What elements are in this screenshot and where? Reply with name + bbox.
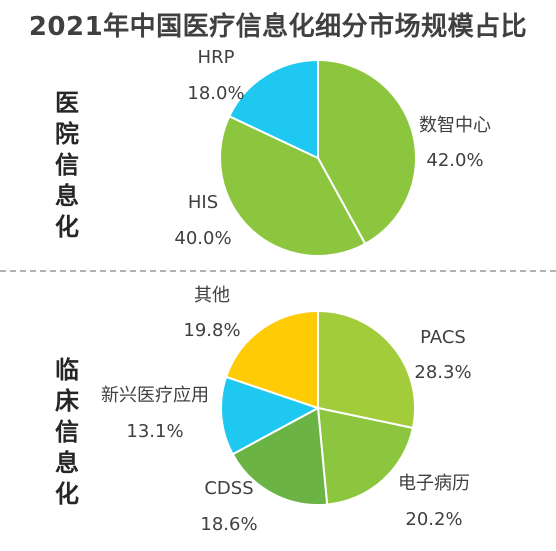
slice-name-label: 电子病历 [398, 473, 470, 494]
pie-slice [219, 115, 367, 257]
slice-value-label: 18.0% [187, 83, 244, 104]
slice-value-label: 18.6% [200, 514, 257, 535]
slice-value-label: 42.0% [426, 150, 483, 171]
pie-slice [317, 310, 416, 429]
pie-slice [225, 310, 319, 409]
section-label-clinical-text: 临床信息化 [55, 356, 79, 508]
pie-slice [228, 59, 319, 159]
pie-chart-1: 数智中心 42.0% HIS 40.0% HRP 18.0% [174, 47, 491, 257]
section-divider [0, 270, 556, 272]
slice-name-label: HIS [188, 192, 218, 213]
section-label-medical: 医院信息化 [50, 88, 84, 243]
slice-value-label: 19.8% [183, 320, 240, 341]
slice-name-label: PACS [420, 327, 466, 348]
slice-name-label: 数智中心 [419, 115, 491, 136]
chart-title: 2021年中国医疗信息化细分市场规模占比 [28, 12, 528, 42]
section-label-clinical: 临床信息化 [50, 355, 84, 510]
slice-value-label: 20.2% [405, 509, 462, 530]
slice-value-label: 13.1% [126, 421, 183, 442]
slice-name-label: CDSS [204, 478, 253, 499]
pie-slice [317, 407, 414, 506]
pie-slice [317, 59, 418, 245]
pie-chart-2: PACS 28.3% 电子病历 20.2% CDSS 18.6% 新兴医疗应用 13.1% 其他… [101, 285, 472, 535]
slice-value-label: 28.3% [414, 362, 471, 383]
slice-value-label: 40.0% [174, 228, 231, 249]
pie-slice [231, 407, 329, 506]
pie-slice [220, 375, 319, 456]
slice-name-label: HRP [198, 47, 235, 68]
slice-name-label: 新兴医疗应用 [101, 385, 209, 406]
section-label-medical-text: 医院信息化 [55, 89, 79, 241]
slice-name-label: 其他 [194, 285, 230, 306]
